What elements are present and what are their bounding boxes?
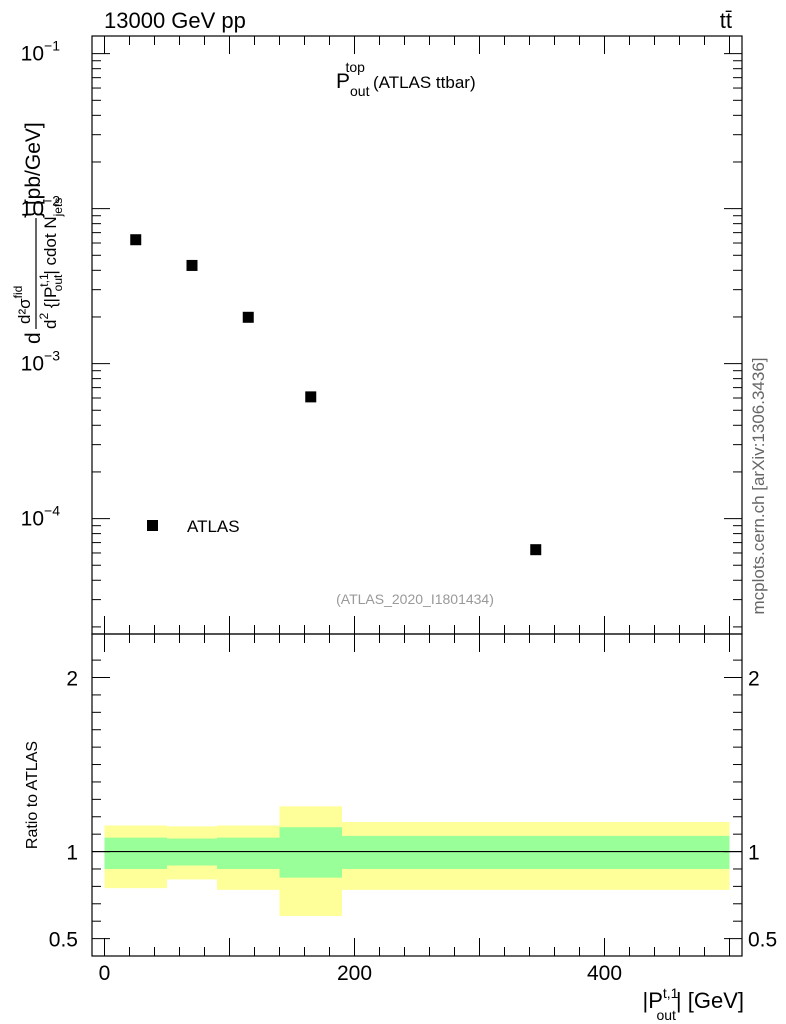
main-y-tick-label: 10−4	[21, 503, 61, 531]
ratio-x-tick-label: 400	[587, 962, 622, 985]
data-point	[186, 259, 198, 271]
ratio-x-tick-label: 0	[99, 962, 111, 985]
legend-marker	[147, 520, 158, 531]
ylabel-denominator: d2 {|Pt,1out| cdot Njets	[37, 198, 65, 329]
stat-band	[104, 837, 167, 869]
plot-title: Pout top (ATLAS ttbar)	[336, 59, 476, 99]
ratio-frame	[91, 633, 743, 957]
ratio-bands	[104, 806, 730, 916]
data-point	[530, 544, 542, 556]
stat-band	[279, 827, 342, 878]
ratio-y-tick-label-left: 1	[66, 842, 78, 865]
ylabel-suffix: } [pb/GeV]	[22, 122, 45, 218]
main-y-label: d d²σfid d2 {|Pt,1out| cdot Njets } [pb/…	[11, 122, 65, 344]
stat-band	[342, 835, 730, 869]
data-point	[242, 311, 254, 323]
energy-label: 13000 GeV pp	[104, 8, 246, 33]
main-axis-ticks: 10−1 10−2 10−3 10−4	[21, 36, 742, 634]
ratio-y-label: Ratio to ATLAS	[24, 741, 41, 849]
ratio-panel: 0.5 0.5 1 1 2 2 0 200 400 Ratio to ATLAS |Pt,1 ou…	[24, 633, 777, 1023]
data-point	[130, 234, 142, 246]
main-y-tick-label: 10−2	[21, 193, 61, 221]
ratio-y-tick-label-right: 2	[748, 668, 760, 691]
ylabel-numerator: d²σfid	[11, 286, 34, 324]
ylabel-d: d	[22, 332, 45, 344]
main-y-tick-label: 10−3	[21, 348, 61, 376]
ratio-y-tick-label-left: 0.5	[49, 929, 78, 952]
process-label: tt̄	[720, 8, 732, 33]
ratio-y-tick-label-left: 2	[66, 668, 78, 691]
plot-title-suffix: (ATLAS ttbar)	[373, 73, 476, 92]
ratio-x-label: |Pt,1 out| [GeV]	[642, 985, 744, 1023]
analysis-id: (ATLAS_2020_I1801434)	[336, 591, 494, 607]
ratio-y-tick-label-right: 0.5	[748, 929, 777, 952]
plot-title-sup: top	[345, 59, 365, 75]
ratio-axis-ticks: 0.5 0.5 1 1 2 2 0 200 400	[49, 634, 777, 985]
ratio-x-tick-label: 200	[337, 962, 372, 985]
data-point	[305, 391, 317, 403]
plot-title-sub: out	[350, 83, 370, 99]
main-panel: 10−1 10−2 10−3 10−4 Pout top (ATLAS ttbar) AT…	[11, 35, 743, 635]
side-label: mcplots.cern.ch [arXiv:1306.3436]	[749, 357, 768, 614]
main-y-tick-label: 10−1	[21, 38, 61, 66]
legend-label: ATLAS	[187, 517, 240, 536]
main-data-points	[130, 234, 542, 556]
main-frame	[91, 35, 743, 635]
stat-band	[217, 837, 280, 869]
plot-title-main: P	[336, 70, 350, 93]
ratio-y-tick-label-right: 1	[748, 842, 760, 865]
